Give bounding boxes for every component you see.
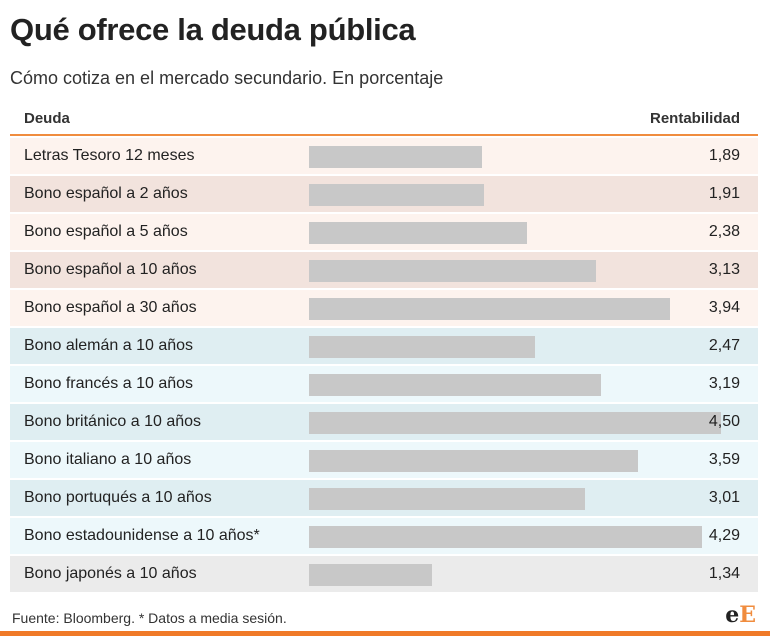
yield-value: 3,13	[708, 261, 740, 278]
table-row: Bono alemán a 10 años 2,47	[10, 328, 758, 364]
source-note: Fuente: Bloomberg. * Datos a media sesió…	[12, 610, 287, 626]
yield-bar	[309, 450, 638, 472]
yield-bar	[309, 184, 484, 206]
row-label: Bono portuqués a 10 años	[24, 489, 212, 506]
yield-value: 3,01	[708, 489, 740, 506]
yield-bar	[309, 526, 702, 548]
row-label: Bono japonés a 10 años	[24, 565, 197, 582]
table-row: Bono estadounidense a 10 años* 4,29	[10, 518, 758, 554]
row-label: Bono británico a 10 años	[24, 413, 202, 430]
yield-bar	[309, 146, 482, 168]
publisher-logo: eE	[725, 602, 756, 628]
yield-value: 2,38	[708, 223, 740, 240]
column-header-rentabilidad: Rentabilidad	[649, 110, 740, 127]
row-label: Bono español a 30 años	[24, 299, 197, 316]
yield-value: 1,34	[708, 565, 740, 582]
yield-value: 3,19	[708, 375, 740, 392]
yield-value: 1,91	[708, 185, 740, 202]
table-body: Letras Tesoro 12 meses 1,89 Bono español a…	[10, 138, 758, 592]
yield-bar	[309, 488, 585, 510]
yield-bar	[309, 374, 601, 396]
chart-subtitle: Cómo cotiza en el mercado secundario. En…	[10, 68, 444, 88]
yield-value: 2,47	[708, 337, 740, 354]
table-row: Bono portuqués a 10 años 3,01	[10, 480, 758, 516]
yield-bar	[309, 412, 721, 434]
table-header: Deuda Rentabilidad	[10, 102, 758, 136]
row-label: Bono español a 10 años	[24, 261, 197, 278]
yield-bar	[309, 298, 670, 320]
column-header-deuda: Deuda	[24, 110, 70, 127]
yield-value: 1,89	[708, 147, 740, 164]
table-row: Bono español a 2 años 1,91	[10, 176, 758, 212]
chart-title: Qué ofrece la deuda pública	[10, 12, 416, 47]
table-row: Bono español a 30 años 3,94	[10, 290, 758, 326]
row-label: Bono español a 5 años	[24, 223, 188, 240]
yield-value: 3,59	[708, 451, 740, 468]
row-label: Bono estadounidense a 10 años*	[24, 527, 260, 544]
bottom-accent-rule	[0, 631, 770, 636]
yield-value: 4,50	[708, 413, 740, 430]
row-label: Bono español a 2 años	[24, 185, 188, 202]
table-row: Letras Tesoro 12 meses 1,89	[10, 138, 758, 174]
yield-bar	[309, 564, 432, 586]
table-row: Bono español a 10 años 3,13	[10, 252, 758, 288]
row-label: Letras Tesoro 12 meses	[24, 147, 195, 164]
yield-bar	[309, 222, 527, 244]
yield-value: 3,94	[708, 299, 740, 316]
table-row: Bono francés a 10 años 3,19	[10, 366, 758, 402]
bond-yield-table: Deuda Rentabilidad Letras Tesoro 12 mese…	[10, 102, 758, 592]
row-label: Bono francés a 10 años	[24, 375, 194, 392]
table-row: Bono español a 5 años 2,38	[10, 214, 758, 250]
yield-bar	[309, 260, 596, 282]
table-row: Bono británico a 10 años 4,50	[10, 404, 758, 440]
row-label: Bono alemán a 10 años	[24, 337, 194, 354]
table-row: Bono japonés a 10 años 1,34	[10, 556, 758, 592]
row-label: Bono italiano a 10 años	[24, 451, 192, 468]
table-row: Bono italiano a 10 años 3,59	[10, 442, 758, 478]
yield-value: 4,29	[708, 527, 740, 544]
yield-bar	[309, 336, 535, 358]
